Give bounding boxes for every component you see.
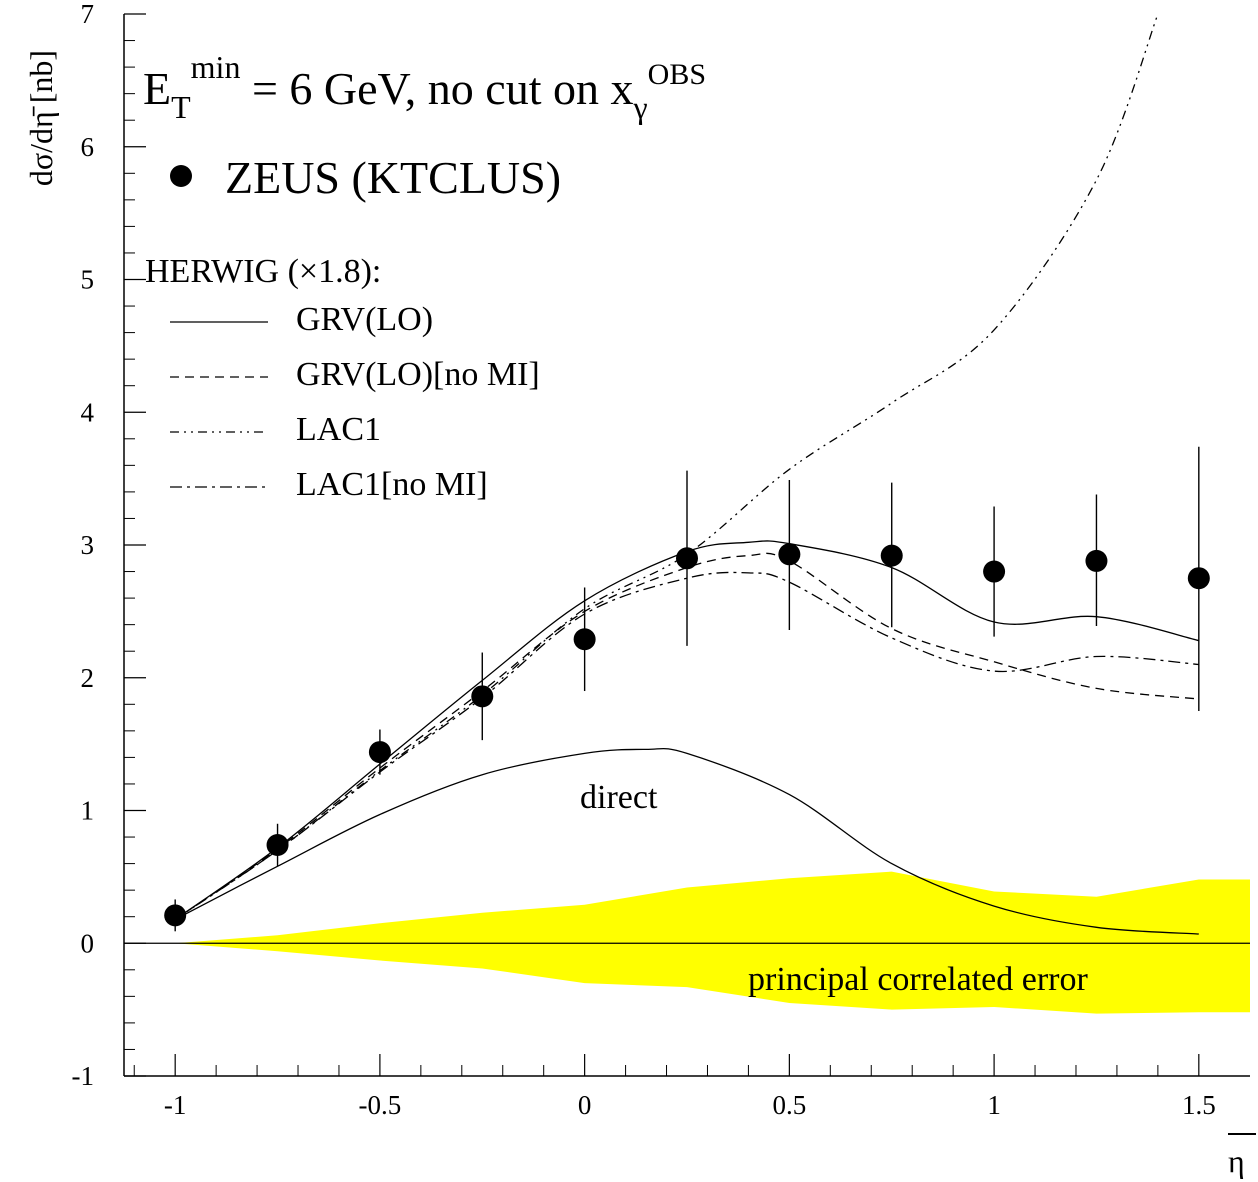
error-band-layer <box>124 871 1250 1014</box>
x-tick-label: 0 <box>578 1090 592 1120</box>
legend-item-grv-lo: GRV(LO) <box>296 301 433 338</box>
data-point <box>880 544 903 567</box>
legend-zeus-label: ZEUS (KTCLUS) <box>225 152 561 203</box>
svg-text:dσ/dη̄ [nb]: dσ/dη̄ [nb] <box>23 50 59 186</box>
axes-layer: -1 0 1 2 3 4 5 6 7 -1 -0.5 0 0.5 1 1.5 <box>72 0 1250 1120</box>
title-x-sub: γ <box>633 89 648 125</box>
curve-direct <box>174 747 1199 935</box>
x-tick-label: 1 <box>987 1090 1001 1120</box>
title-et-sub: T <box>171 89 191 125</box>
legend-zeus-marker <box>170 165 192 187</box>
y-tick-label: 2 <box>81 663 95 693</box>
legend-item-lac1: LAC1 <box>296 411 381 448</box>
curve-dash-dot <box>174 571 1199 920</box>
data-points-layer <box>164 446 1210 932</box>
legend-curves <box>170 321 268 488</box>
data-point <box>1085 549 1108 572</box>
data-point <box>266 834 289 857</box>
legend-item-lac1-no-mi: LAC1[no MI] <box>296 466 488 503</box>
title-et-sup: min <box>191 49 241 85</box>
data-point <box>573 628 596 651</box>
y-tick-label: 0 <box>81 928 95 958</box>
title-x-sup: OBS <box>648 58 706 91</box>
data-point <box>164 904 187 927</box>
title-et: E <box>143 63 171 114</box>
data-point <box>471 685 494 708</box>
data-point <box>676 547 698 570</box>
y-tick-label: 1 <box>81 796 95 826</box>
x-axis-title-text: η <box>1228 1143 1245 1179</box>
data-point <box>778 543 801 566</box>
annotation-correlated-error: principal correlated error <box>748 961 1088 998</box>
y-tick-label: 3 <box>81 530 95 560</box>
data-point <box>983 560 1006 583</box>
legend-item-grv-lo-no-mi: GRV(LO)[no MI] <box>296 356 540 393</box>
data-point <box>368 741 391 764</box>
y-tick-label: 7 <box>81 0 95 29</box>
chart-title: ETmin = 6 GeV, no cut on xγOBS <box>143 49 706 125</box>
correlated-error-band <box>124 871 1250 1014</box>
y-axis-title: dσ/dη̄ [nb] <box>23 50 59 186</box>
y-tick-label: 5 <box>81 265 95 295</box>
data-point <box>1187 567 1210 590</box>
curve-dashed <box>174 552 1199 920</box>
x-tick-label: -1 <box>164 1090 187 1120</box>
x-tick-label: -0.5 <box>359 1090 402 1120</box>
title-middle: = 6 GeV, no cut on x <box>240 63 633 114</box>
y-tick-label: -1 <box>72 1061 95 1091</box>
x-tick-label: 1.5 <box>1182 1090 1216 1120</box>
legend-herwig-label: HERWIG (×1.8): <box>145 253 381 290</box>
y-tick-label: 4 <box>81 397 95 427</box>
x-axis-title: η <box>1228 1133 1256 1179</box>
curve-dash-dot-dot <box>174 14 1159 920</box>
annotation-direct: direct <box>580 779 658 816</box>
x-tick-label: 0.5 <box>772 1090 806 1120</box>
y-tick-label: 6 <box>81 132 95 162</box>
